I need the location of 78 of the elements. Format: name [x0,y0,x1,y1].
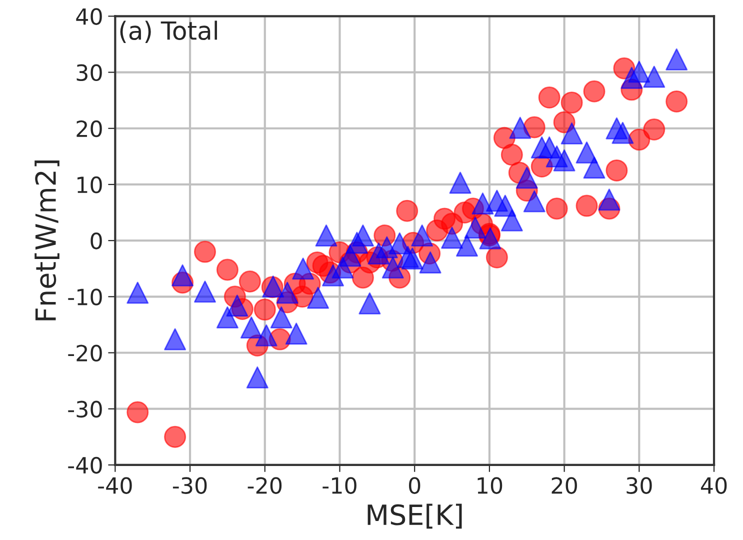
x-tick-label: 20 [552,477,577,494]
point [538,86,560,109]
point [643,118,666,140]
point [509,116,532,139]
point [628,60,650,83]
y-tick-label: 30 [76,64,102,82]
point [216,258,238,281]
point [172,264,194,286]
point [307,286,330,309]
y-tick-label: 20 [76,120,102,138]
point [546,198,568,220]
y-tick-label: -40 [68,456,102,474]
point [553,149,576,172]
point [666,90,688,112]
x-tick-label: 40 [700,477,727,494]
point [606,159,628,182]
point [254,298,276,321]
x-tick-label: -10 [322,477,356,494]
point [246,366,268,388]
x-axis-title: MSE[K] [368,504,462,529]
point [276,282,298,304]
y-axis-title: Fnet[W/m2] [34,160,60,320]
y-tick-label: -30 [68,400,102,418]
point [240,316,262,339]
point [523,190,546,212]
point [238,270,261,293]
point [576,194,598,217]
point [560,92,583,114]
point [411,224,434,247]
point [441,226,464,249]
point [523,116,546,138]
point [255,324,278,346]
point [500,144,523,166]
point [352,224,374,247]
point [226,294,248,317]
x-tick-label: 10 [478,477,502,494]
point [396,200,418,222]
point [164,426,186,448]
point [516,166,538,189]
point [216,306,238,328]
point [126,282,149,304]
point [401,248,424,270]
point [194,280,216,303]
point [449,172,472,194]
annotation: (a) Total [120,20,217,43]
x-tick-label: -40 [98,477,132,494]
point [583,156,606,179]
y-tick-label: -10 [68,288,102,306]
point [464,216,486,239]
point [194,240,216,263]
point [666,48,688,70]
point [419,251,442,274]
point [598,188,620,211]
point [560,122,583,144]
point [292,258,314,280]
x-tick-label: 30 [626,477,652,494]
point [164,328,186,350]
point [358,292,381,314]
y-tick-label: 0 [90,232,102,250]
point [472,192,494,215]
point [576,142,598,164]
x-tick-label: 0 [408,477,420,494]
y-tick-label: 10 [78,176,102,194]
point [612,122,634,144]
point [494,194,516,217]
point [382,256,404,278]
x-tick-label: -20 [248,477,282,494]
x-tick-label: -30 [172,477,207,494]
point [643,66,666,88]
point [270,306,292,328]
point [486,246,508,268]
y-tick-label: 40 [76,8,102,25]
point [583,80,606,102]
point [312,254,334,277]
point [315,224,338,247]
point [285,322,308,345]
y-tick-label: -20 [68,344,102,362]
point [126,401,149,424]
